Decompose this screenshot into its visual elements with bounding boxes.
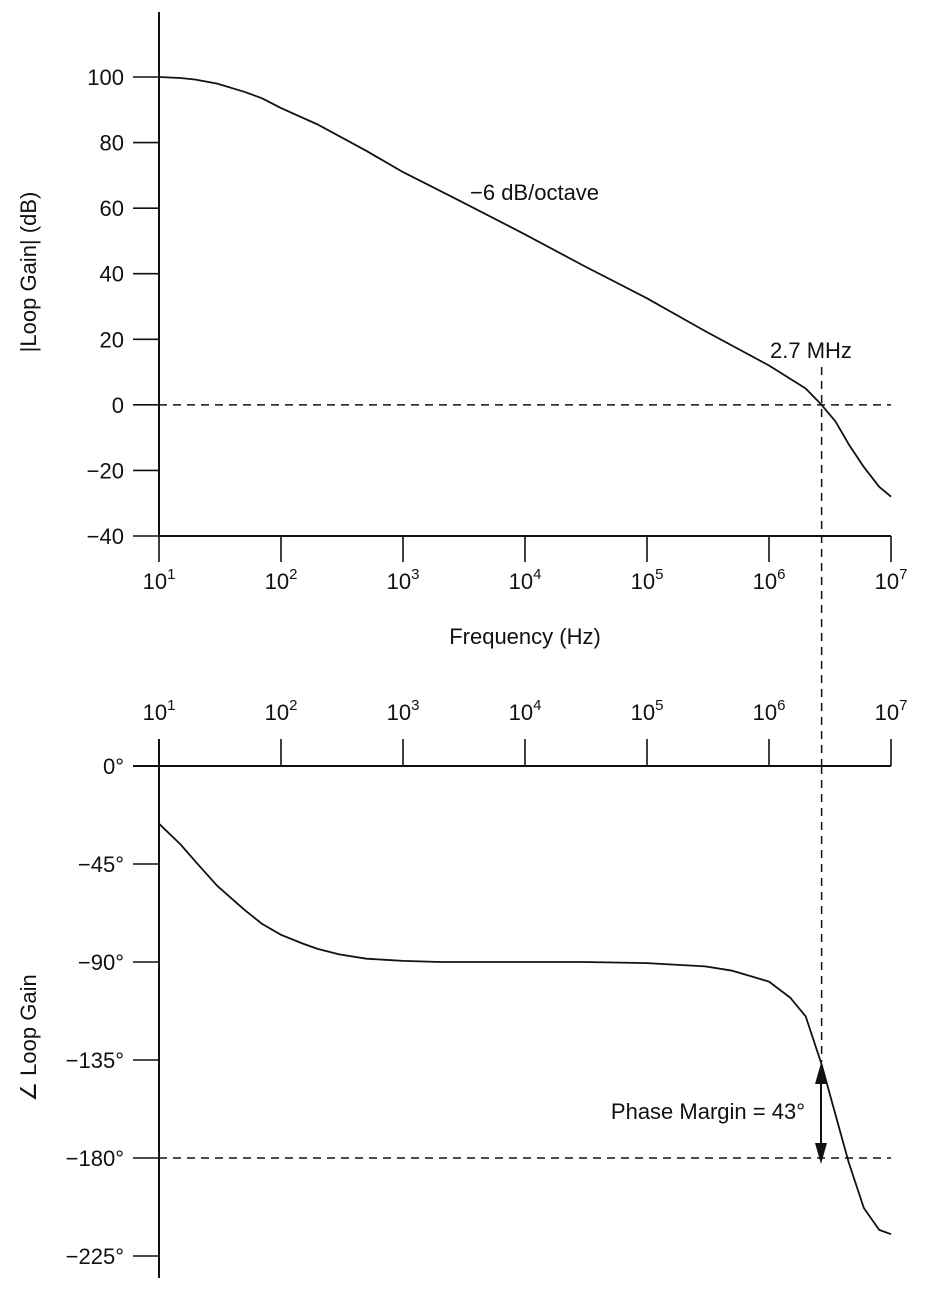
magnitude-x-tick-label-1: 102: [265, 566, 298, 594]
phase-margin-arrow: [815, 1063, 827, 1164]
phase-y-tick-labels: 0° −45° −90° −135° −180° −225°: [66, 754, 124, 1269]
magnitude-y-tick-labels: 100 80 60 40 20 0 −20 −40: [87, 65, 124, 549]
phase-series: [158, 823, 892, 1236]
magnitude-y-tick-label-0: 100: [87, 65, 124, 90]
phase-x-tick-labels: 101 102 103 104 105 106 107: [143, 697, 908, 725]
magnitude-y-axis-title: |Loop Gain| (dB): [16, 192, 41, 353]
magnitude-x-tick-labels: 101 102 103 104 105 106 107: [143, 566, 908, 594]
magnitude-series-line-0: [158, 76, 892, 498]
magnitude-slope-annotation: −6 dB/octave: [470, 180, 599, 205]
magnitude-y-tick-label-7: −40: [87, 524, 124, 549]
phase-x-tick-label-1: 102: [265, 697, 298, 725]
magnitude-y-tick-label-5: 0: [112, 393, 124, 418]
magnitude-series: [158, 76, 892, 498]
magnitude-y-tick-label-2: 60: [100, 196, 124, 221]
crossover-frequency-annotation: 2.7 MHz: [770, 338, 852, 363]
magnitude-y-tick-label-1: 80: [100, 131, 124, 156]
phase-y-tick-label-5: −225°: [66, 1244, 124, 1269]
phase-chart: 0°−45°−90°−135°−180°−225° 101 102 103 104 10…: [16, 697, 907, 1278]
magnitude-x-tick-label-2: 103: [387, 566, 420, 594]
phase-y-tick-label-1: −45°: [78, 852, 124, 877]
phase-margin-arrowhead-down: [815, 1143, 827, 1164]
magnitude-chart: 100 80 60 40 20 0 −20 −40 101 102 103 104 105 106 107…: [16, 12, 907, 766]
magnitude-x-tick-label-3: 104: [509, 566, 542, 594]
magnitude-x-tick-label-5: 106: [753, 566, 786, 594]
phase-x-tick-label-2: 103: [387, 697, 420, 725]
phase-y-tick-label-3: −135°: [66, 1048, 124, 1073]
magnitude-x-tick-label-6: 107: [875, 566, 908, 594]
phase-x-tick-label-6: 107: [875, 697, 908, 725]
phase-y-tick-label-0: 0°: [103, 754, 124, 779]
phase-margin-annotation: Phase Margin = 43°: [611, 1099, 805, 1124]
phase-y-axis-title: ∠ Loop Gain: [16, 974, 41, 1101]
magnitude-y-tick-label-3: 40: [100, 262, 124, 287]
phase-y-tick-marks: [133, 765, 159, 1257]
magnitude-y-tick-label-6: −20: [87, 458, 124, 483]
phase-margin-arrowhead-up: [815, 1063, 827, 1084]
phase-y-tick-label-2: −90°: [78, 950, 124, 975]
magnitude-x-tick-label-4: 105: [631, 566, 664, 594]
phase-y-tick-label-4: −180°: [66, 1146, 124, 1171]
magnitude-x-tick-label-0: 101: [143, 566, 176, 594]
magnitude-y-tick-marks: [133, 76, 159, 537]
phase-x-tick-label-4: 105: [631, 697, 664, 725]
phase-x-tick-marks: [158, 739, 892, 766]
phase-x-tick-label-5: 106: [753, 697, 786, 725]
magnitude-x-tick-marks: [158, 536, 892, 562]
magnitude-reference-lines: [159, 367, 891, 766]
phase-x-tick-label-3: 104: [509, 697, 542, 725]
phase-series-line-0: [158, 823, 892, 1236]
phase-x-tick-label-0: 101: [143, 697, 176, 725]
phase-reference-lines: [159, 766, 891, 1159]
magnitude-x-axis-title: Frequency (Hz): [449, 624, 601, 649]
magnitude-y-tick-label-4: 20: [100, 327, 124, 352]
